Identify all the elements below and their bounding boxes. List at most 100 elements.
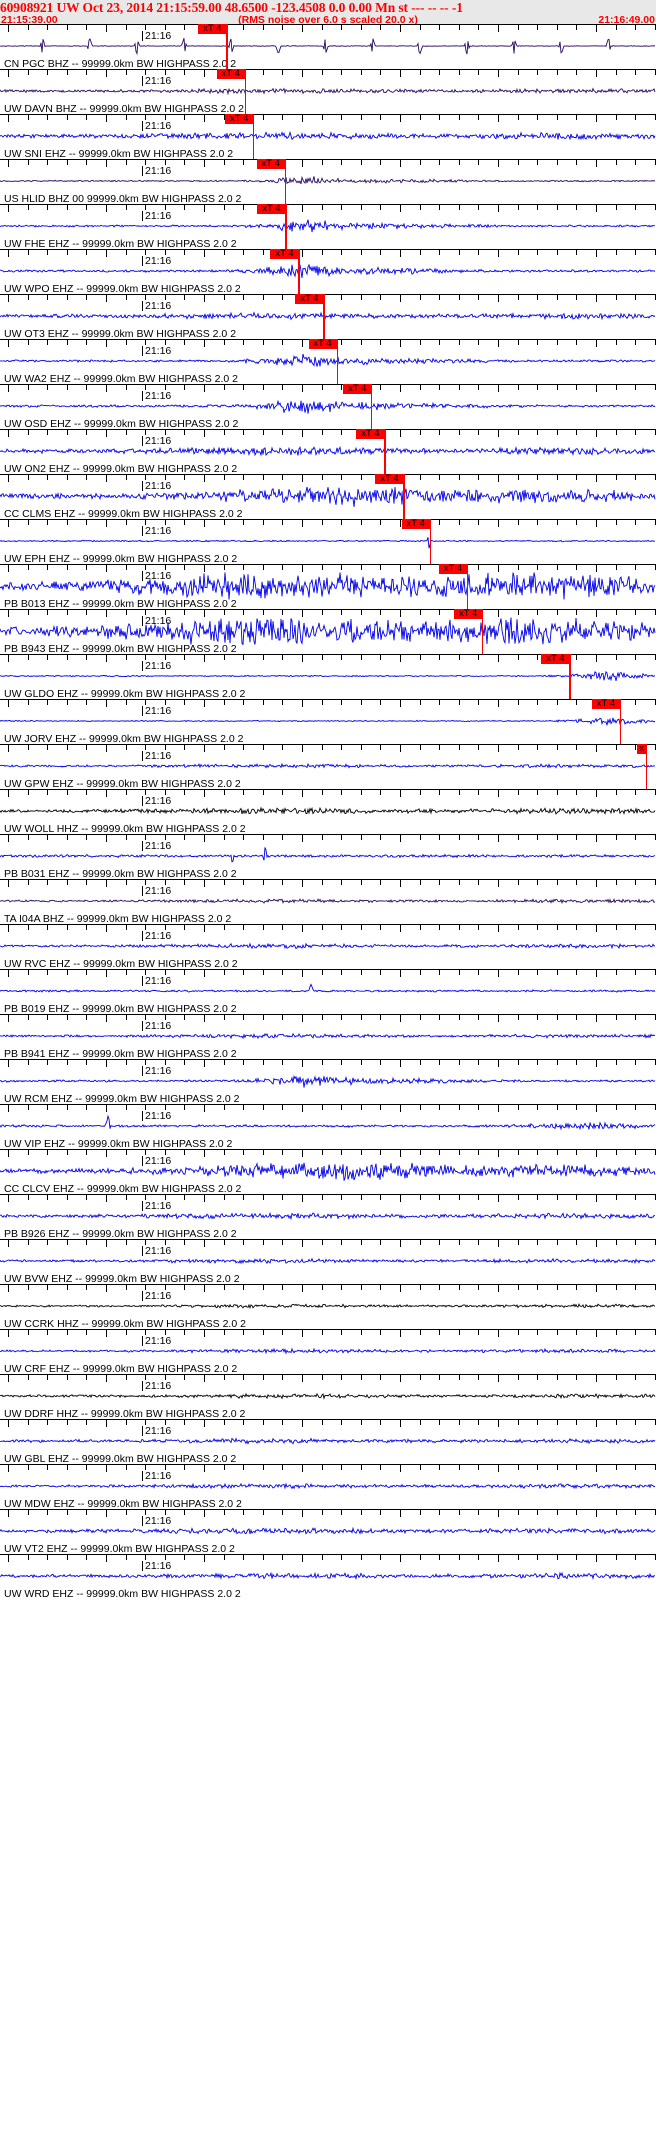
waveform[interactable] (0, 1337, 656, 1365)
axis-tick (615, 790, 617, 795)
trace-row[interactable]: 21:16 US HLID BHZ 00 99999.0km BW HIGHPAS… (0, 159, 656, 205)
waveform[interactable] (0, 617, 656, 645)
waveform[interactable] (0, 1202, 656, 1230)
trace-row[interactable]: 21:16 UW DDRF HHZ -- 99999.0km BW HIGHPAS… (0, 1374, 656, 1420)
trace-row[interactable]: 21:16 UW GBL EHZ -- 99999.0km BW HIGHPASS… (0, 1419, 656, 1465)
trace-row[interactable]: 21:16 UW FHE EHZ -- 99999.0km BW HIGHPASS… (0, 204, 656, 250)
trigger-marker[interactable]: xT 4 (257, 204, 286, 214)
trigger-marker[interactable]: xT 4 (216, 69, 245, 79)
trace-row[interactable]: 21:16 UW ON2 EHZ -- 99999.0km BW HIGHPASS… (0, 429, 656, 475)
trace-row[interactable]: 21:16 UW SNI EHZ -- 99999.0km BW HIGHPASS… (0, 114, 656, 160)
trace-row[interactable]: 21:16 UW JORV EHZ -- 99999.0km BW HIGHPAS… (0, 699, 656, 745)
axis-tick (223, 1330, 225, 1335)
waveform[interactable] (0, 1562, 656, 1590)
waveform[interactable] (0, 1382, 656, 1410)
trace-row[interactable]: 21:16 UW VIP EHZ -- 99999.0km BW HIGHPASS… (0, 1104, 656, 1150)
waveform[interactable] (0, 1067, 656, 1095)
waveform[interactable] (0, 212, 656, 240)
trigger-marker[interactable]: xT 4 (439, 564, 468, 574)
waveform[interactable] (0, 752, 656, 780)
waveform[interactable] (0, 887, 656, 915)
trace-row[interactable]: 21:16 UW RVC EHZ -- 99999.0km BW HIGHPASS… (0, 924, 656, 970)
trace-row[interactable]: 21:16 UW GPW EHZ -- 99999.0km BW HIGHPASS… (0, 744, 656, 790)
trigger-marker[interactable]: xT 4 (343, 384, 372, 394)
waveform[interactable] (0, 77, 656, 105)
waveform[interactable] (0, 167, 656, 195)
waveform[interactable] (0, 1157, 656, 1185)
waveform[interactable] (0, 122, 656, 150)
axis-tick (223, 1465, 225, 1470)
trace-row[interactable]: 21:16 UW MDW EHZ -- 99999.0km BW HIGHPASS… (0, 1464, 656, 1510)
trace-row[interactable]: 21:16 UW EPH EHZ -- 99999.0km BW HIGHPASS… (0, 519, 656, 565)
waveform[interactable] (0, 662, 656, 690)
waveform[interactable] (0, 1472, 656, 1500)
trace-row[interactable]: 21:16 UW DAVN BHZ -- 99999.0km BW HIGHPAS… (0, 69, 656, 115)
waveform[interactable] (0, 1427, 656, 1455)
waveform[interactable] (0, 1292, 656, 1320)
axis-tick (302, 385, 304, 392)
trace-row[interactable]: 21:16 UW WPO EHZ -- 99999.0km BW HIGHPASS… (0, 249, 656, 295)
trigger-marker[interactable]: xT 4 (308, 339, 337, 349)
waveform[interactable] (0, 1022, 656, 1050)
trigger-marker[interactable]: xT 4 (295, 294, 324, 304)
waveform[interactable] (0, 797, 656, 825)
waveform[interactable] (0, 707, 656, 735)
axis-tick (302, 475, 304, 482)
trace-row[interactable]: 21:16 UW OT3 EHZ -- 99999.0km BW HIGHPASS… (0, 294, 656, 340)
waveform[interactable] (0, 347, 656, 375)
trace-row[interactable]: 21:16 TA I04A BHZ -- 99999.0km BW HIGHPAS… (0, 879, 656, 925)
trigger-marker[interactable]: xT 4 (270, 249, 299, 259)
trace-row[interactable]: 21:16 UW CCRK HHZ -- 99999.0km BW HIGHPAS… (0, 1284, 656, 1330)
trigger-marker[interactable]: xT 4 (356, 429, 385, 439)
trigger-marker[interactable]: xT 4 (591, 699, 620, 709)
trace-row[interactable]: 21:16 PB B031 EHZ -- 99999.0km BW HIGHPAS… (0, 834, 656, 880)
trace-row[interactable]: 21:16 UW OSD EHZ -- 99999.0km BW HIGHPASS… (0, 384, 656, 430)
trace-row[interactable]: 21:16 CC CLMS EHZ -- 99999.0km BW HIGHPAS… (0, 474, 656, 520)
trigger-marker[interactable]: xT 4 (375, 474, 404, 484)
trace-row[interactable]: 21:16 UW CRF EHZ -- 99999.0km BW HIGHPASS… (0, 1329, 656, 1375)
waveform[interactable] (0, 527, 656, 555)
waveform[interactable] (0, 257, 656, 285)
trigger-marker[interactable]: x (637, 744, 647, 754)
trigger-marker[interactable]: xT 4 (541, 654, 570, 664)
axis-tick (537, 1105, 539, 1110)
trigger-marker[interactable]: xT 4 (225, 114, 254, 124)
waveform[interactable] (0, 437, 656, 465)
axis-tick (282, 1465, 284, 1470)
axis-tick (243, 340, 245, 345)
trace-row[interactable]: 21:16 UW BVW EHZ -- 99999.0km BW HIGHPASS… (0, 1239, 656, 1285)
trace-row[interactable]: 21:16 CN PGC BHZ -- 99999.0km BW HIGHPASS… (0, 24, 656, 70)
axis-tick (47, 1195, 49, 1200)
axis-tick (164, 340, 166, 345)
trace-row[interactable]: 21:16 UW WOLL HHZ -- 99999.0km BW HIGHPAS… (0, 789, 656, 835)
trace-row[interactable]: 21:16 UW WRD EHZ -- 99999.0km BW HIGHPASS… (0, 1554, 656, 1600)
trigger-marker[interactable]: xT 4 (401, 519, 430, 529)
trigger-marker[interactable]: xT 4 (198, 24, 227, 34)
axis-tick (556, 295, 558, 300)
trace-row[interactable]: 21:16 UW VT2 EHZ -- 99999.0km BW HIGHPASS… (0, 1509, 656, 1555)
waveform[interactable] (0, 32, 656, 60)
trace-row[interactable]: 21:16 UW RCM EHZ -- 99999.0km BW HIGHPASS… (0, 1059, 656, 1105)
waveform[interactable] (0, 392, 656, 420)
trace-row[interactable]: 21:16 PB B019 EHZ -- 99999.0km BW HIGHPAS… (0, 969, 656, 1015)
trigger-marker[interactable]: xT 4 (256, 159, 285, 169)
waveform[interactable] (0, 482, 656, 510)
waveform[interactable] (0, 932, 656, 960)
trace-row[interactable]: 21:16 PB B941 EHZ -- 99999.0km BW HIGHPAS… (0, 1014, 656, 1060)
waveform[interactable] (0, 1247, 656, 1275)
trace-row[interactable]: 21:16 UW WA2 EHZ -- 99999.0km BW HIGHPASS… (0, 339, 656, 385)
trigger-marker[interactable]: xT 4 (454, 609, 483, 619)
axis-tick (341, 250, 343, 255)
waveform[interactable] (0, 572, 656, 600)
trace-row[interactable]: 21:16 UW GLDO EHZ -- 99999.0km BW HIGHPAS… (0, 654, 656, 700)
trace-row[interactable]: 21:16 CC CLCV EHZ -- 99999.0km BW HIGHPAS… (0, 1149, 656, 1195)
trace-row[interactable]: 21:16 PB B943 EHZ -- 99999.0km BW HIGHPAS… (0, 609, 656, 655)
axis-tick (145, 1285, 147, 1290)
waveform[interactable] (0, 302, 656, 330)
waveform[interactable] (0, 1517, 656, 1545)
waveform[interactable] (0, 977, 656, 1005)
trace-row[interactable]: 21:16 PB B013 EHZ -- 99999.0km BW HIGHPAS… (0, 564, 656, 610)
waveform[interactable] (0, 1112, 656, 1140)
trace-row[interactable]: 21:16 PB B926 EHZ -- 99999.0km BW HIGHPAS… (0, 1194, 656, 1240)
waveform[interactable] (0, 842, 656, 870)
